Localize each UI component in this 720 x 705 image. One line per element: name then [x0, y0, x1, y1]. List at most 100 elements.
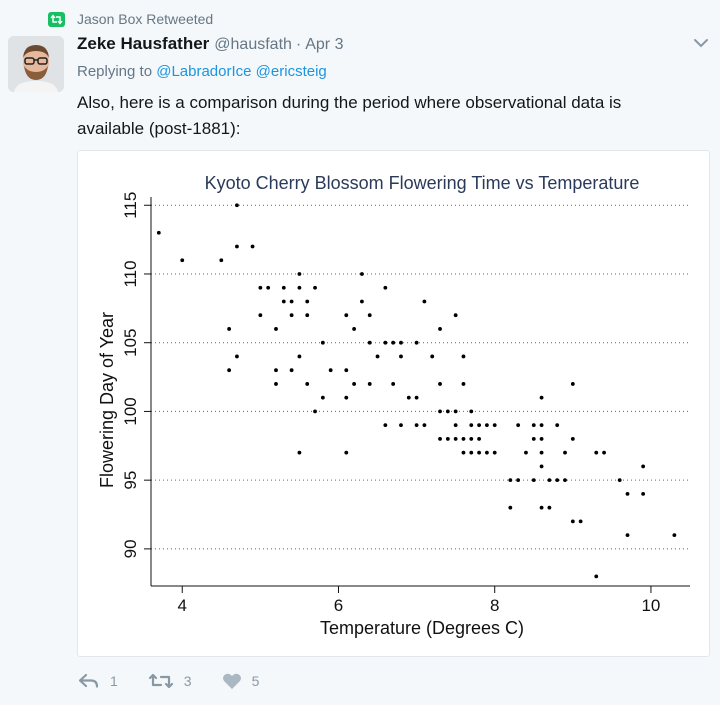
author-handle[interactable]: @hausfath [214, 36, 292, 53]
mention-link[interactable]: @ericsteig [255, 63, 327, 80]
data-point [367, 313, 372, 318]
retweet-icon [148, 673, 173, 689]
data-point [406, 395, 411, 400]
data-point [539, 450, 544, 455]
data-point [274, 368, 278, 373]
y-tick-label: 100 [121, 397, 140, 425]
y-tick-label: 95 [121, 471, 140, 490]
data-point [383, 285, 388, 290]
data-point [477, 450, 481, 455]
data-point [375, 354, 380, 359]
author-name[interactable]: Zeke Hausfather [77, 34, 210, 53]
x-tick-label: 6 [334, 596, 343, 615]
data-point [461, 450, 466, 455]
chevron-down-icon[interactable] [693, 38, 709, 48]
data-point [492, 423, 497, 428]
data-point [180, 258, 185, 263]
chart-title: Kyoto Cherry Blossom Flowering Time vs T… [205, 173, 640, 193]
retweet-button[interactable]: 3 [148, 673, 192, 689]
data-point [641, 492, 646, 496]
like-button[interactable]: 5 [222, 672, 259, 690]
x-axis-label: Temperature (Degrees C) [320, 618, 524, 638]
y-axis-label: Flowering Day of Year [97, 312, 117, 488]
data-point [391, 340, 396, 345]
data-point [274, 327, 278, 331]
tweet-timestamp[interactable]: Apr 3 [305, 36, 344, 53]
data-point [250, 244, 255, 249]
data-point [352, 327, 357, 331]
data-point [555, 478, 560, 483]
data-point [305, 382, 310, 386]
data-point [539, 505, 544, 510]
data-point [531, 478, 536, 483]
data-point [539, 437, 544, 441]
data-point [453, 423, 458, 428]
data-point [594, 450, 599, 455]
replying-to: Replying to @LabradorIce @ericsteig [77, 63, 327, 80]
data-point [305, 313, 310, 318]
tweet-text: Also, here is a comparison during the pe… [77, 93, 622, 138]
mention-link[interactable]: @LabradorIce [156, 63, 252, 80]
data-point [516, 478, 521, 483]
data-point [570, 382, 575, 386]
data-point [539, 423, 544, 428]
data-point [399, 354, 403, 359]
data-point [539, 395, 544, 400]
data-point [297, 354, 302, 359]
data-point [297, 285, 302, 290]
data-point [672, 533, 677, 538]
replying-to-label: Replying to [77, 63, 153, 80]
data-point [414, 423, 419, 428]
data-point [289, 313, 294, 318]
data-point [320, 395, 325, 400]
data-point [422, 423, 427, 428]
data-point [453, 409, 458, 414]
data-point [461, 382, 466, 386]
retweet-label: Jason Box Retweeted [77, 11, 214, 27]
data-point [602, 450, 606, 455]
data-point [281, 299, 286, 304]
data-point [539, 464, 544, 469]
data-point [235, 203, 239, 208]
y-tick-label: 105 [121, 329, 140, 357]
data-point [281, 285, 286, 290]
retweet-icon [48, 11, 65, 27]
data-point [344, 450, 349, 455]
data-point [438, 327, 442, 331]
data-point [438, 409, 442, 414]
data-point [445, 437, 450, 441]
data-point [469, 437, 474, 441]
data-point [570, 437, 575, 441]
data-point [453, 313, 458, 318]
data-point [360, 272, 364, 276]
avatar[interactable] [8, 36, 64, 92]
y-tick-label: 115 [121, 192, 140, 219]
data-point [531, 437, 536, 441]
data-point [461, 354, 466, 359]
chart-card[interactable]: Kyoto Cherry Blossom Flowering Time vs T… [77, 150, 710, 657]
data-point [367, 382, 372, 386]
data-point [289, 299, 294, 304]
data-point [484, 450, 489, 455]
retweet-context[interactable]: Jason Box Retweeted [48, 8, 213, 30]
y-tick-label: 90 [121, 539, 140, 558]
data-point [414, 395, 419, 400]
tweet-header: Zeke Hausfather @hausfath · Apr 3 [77, 34, 343, 54]
data-point [227, 368, 232, 373]
data-point [516, 423, 521, 428]
x-tick-label: 4 [178, 596, 187, 615]
data-point [274, 382, 278, 386]
data-point [625, 533, 630, 538]
data-point [508, 478, 513, 483]
reply-count: 1 [110, 673, 118, 689]
data-point [570, 519, 575, 524]
reply-button[interactable]: 1 [78, 673, 118, 689]
data-point [344, 395, 349, 400]
data-point [524, 450, 528, 455]
data-point [430, 354, 435, 359]
data-point [508, 505, 513, 510]
data-point [461, 437, 466, 441]
data-point [414, 340, 419, 345]
data-point [383, 340, 388, 345]
data-point [438, 382, 442, 386]
